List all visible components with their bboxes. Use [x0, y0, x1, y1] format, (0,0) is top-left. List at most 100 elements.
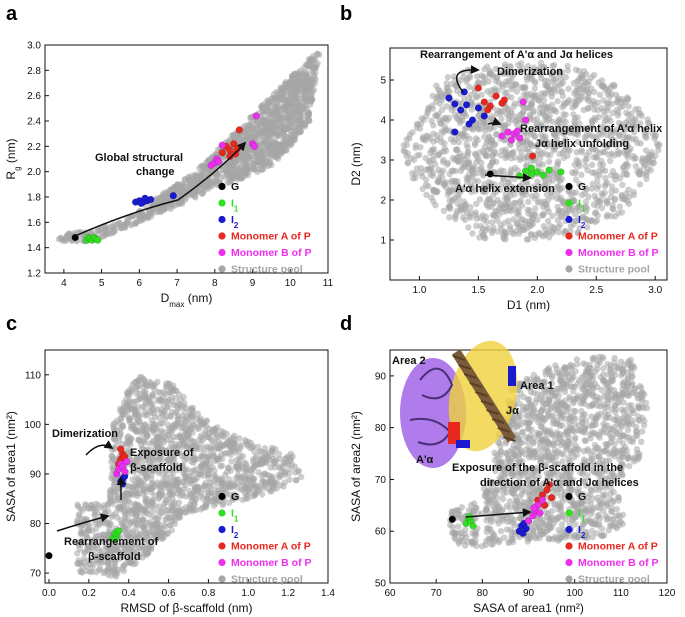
pool-point: [459, 214, 467, 221]
pool-point: [232, 475, 239, 482]
x-tick-label: 7: [174, 278, 180, 289]
pool-point: [582, 136, 589, 144]
pool-point: [428, 194, 435, 201]
pool-point: [561, 147, 568, 154]
series-G-c: [45, 552, 53, 560]
pool-point: [531, 85, 538, 92]
pool-point: [532, 231, 539, 238]
pool-point: [307, 98, 314, 105]
pool-point: [493, 186, 501, 193]
pool-point: [435, 166, 442, 173]
pool-point: [574, 229, 582, 236]
pool-point: [565, 85, 572, 92]
pool-point: [556, 185, 563, 192]
pool-point: [117, 431, 124, 438]
pool-point: [119, 565, 126, 572]
pool-point: [601, 183, 609, 190]
pool-point: [573, 149, 580, 156]
pool-point: [575, 202, 583, 209]
pool-point: [301, 84, 309, 91]
pool-point: [96, 521, 103, 528]
pool-point: [582, 184, 589, 191]
pool-point: [441, 140, 448, 147]
pool-point: [621, 124, 628, 131]
pool-point: [142, 409, 149, 416]
pool-point: [567, 223, 574, 230]
pool-point: [554, 163, 561, 170]
pool-point: [525, 198, 532, 205]
pool-point: [108, 513, 115, 520]
pool-point: [427, 149, 434, 156]
pool-point: [113, 514, 121, 521]
pool-point: [212, 485, 219, 492]
pool-point: [176, 486, 183, 494]
point-MB: [498, 132, 506, 140]
pool-point: [598, 82, 605, 90]
pool-point: [285, 115, 292, 122]
point-I1: [533, 168, 541, 176]
point-I1: [516, 172, 524, 180]
x-tick-label: 11: [323, 278, 334, 289]
pool-point: [543, 105, 550, 112]
pool-point: [420, 116, 427, 124]
pool-point: [450, 138, 457, 146]
pool-point: [473, 93, 480, 100]
pool-point: [579, 82, 587, 90]
pool-point: [202, 417, 210, 425]
pool-point: [498, 81, 506, 88]
panel-letter-a: a: [6, 3, 18, 25]
pool-point: [526, 207, 533, 214]
pool-point: [281, 103, 288, 111]
pool-point: [425, 183, 432, 190]
pool-point: [295, 88, 302, 95]
pool-point: [545, 158, 553, 165]
pool-point: [168, 440, 175, 447]
pool-point: [303, 72, 310, 79]
pool-point: [630, 152, 637, 160]
pool-point: [492, 65, 500, 73]
pool-point: [491, 148, 498, 155]
pool-point: [237, 444, 244, 451]
pool-point: [473, 200, 480, 207]
pool-point: [204, 495, 211, 502]
pool-point: [249, 493, 256, 500]
pool-point: [527, 131, 534, 138]
pool-point: [176, 507, 183, 514]
pool-point: [259, 478, 266, 485]
pool-point: [591, 210, 599, 217]
pool-point: [455, 182, 462, 189]
pool-point: [497, 108, 504, 115]
pool-point: [260, 139, 268, 146]
y-tick-label: 2.0: [27, 167, 41, 178]
pool-point: [241, 468, 249, 476]
pool-point: [598, 77, 606, 84]
pool-point: [76, 512, 83, 519]
pool-point: [119, 411, 126, 418]
pool-point: [523, 90, 531, 98]
pool-point: [615, 119, 623, 127]
pool-point: [572, 168, 579, 175]
pool-point: [554, 210, 562, 217]
point-I1: [545, 166, 553, 174]
pool-point: [593, 185, 601, 192]
pool-point: [306, 63, 313, 70]
pool-point: [241, 459, 248, 466]
pool-point: [198, 434, 206, 441]
pool-point: [162, 390, 169, 398]
pool-point: [243, 481, 250, 489]
pool-point: [602, 174, 609, 182]
pool-point: [624, 134, 632, 141]
pool-point: [203, 443, 211, 450]
pool-point: [489, 219, 496, 226]
pool-point: [158, 508, 165, 515]
pool-point: [548, 70, 556, 78]
y-tick-label: 2: [380, 196, 386, 207]
pool-point: [198, 171, 205, 179]
y-tick-label: 100: [24, 420, 41, 431]
pool-point: [244, 123, 252, 130]
pool-point: [154, 378, 161, 386]
pool-point: [592, 134, 599, 141]
pool-point: [585, 81, 592, 89]
pool-point: [141, 436, 148, 443]
pool-point: [478, 91, 485, 99]
